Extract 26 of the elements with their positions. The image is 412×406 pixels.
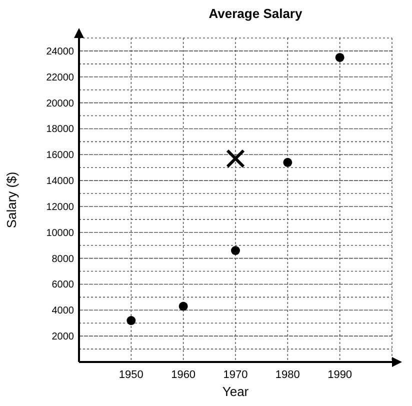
y-tick-label: 24000 — [46, 46, 74, 58]
y-tick-label: 8000 — [52, 254, 74, 265]
y-tick-label: 18000 — [46, 124, 74, 136]
x-tick-label: 1990 — [328, 369, 352, 381]
x-tick-label: 1960 — [171, 369, 196, 381]
x-tick-label: 1970 — [223, 369, 248, 381]
y-tick-label: 4000 — [52, 306, 74, 317]
point — [335, 52, 344, 62]
y-tick-label: 2000 — [52, 332, 74, 343]
point — [178, 302, 188, 311]
y-tick-label: 16000 — [46, 150, 74, 162]
point — [283, 158, 292, 167]
y-tick-label: 14000 — [46, 176, 74, 188]
y-tick-label: 6000 — [52, 280, 74, 291]
y-tick-label: 10000 — [46, 228, 74, 239]
chart-title: Average Salary — [208, 6, 303, 21]
point — [226, 149, 245, 168]
point — [231, 246, 240, 256]
x-axis-title: Year — [222, 384, 250, 399]
y-tick-label: 22000 — [46, 72, 74, 84]
point — [126, 316, 136, 326]
x-tick-label: 1950 — [118, 369, 144, 381]
y-tick-label: 20000 — [46, 98, 74, 110]
y-axis-title: Salary ($) — [4, 172, 19, 228]
x-tick-label: 1980 — [275, 369, 300, 381]
y-tick-label: 12000 — [46, 202, 74, 213]
